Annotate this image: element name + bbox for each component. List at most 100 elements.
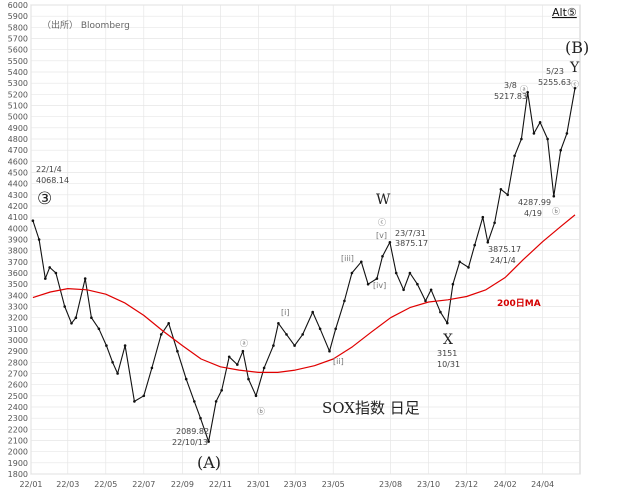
wave-a-label: (A) — [197, 453, 221, 472]
price-point — [481, 215, 485, 219]
price-point — [334, 327, 338, 331]
price-point — [123, 344, 127, 347]
circle-b2-label: ⓑ — [552, 207, 560, 216]
price-point — [366, 282, 370, 286]
y-tick-label: 1800 — [8, 470, 28, 479]
x-tick-label: 23/03 — [284, 480, 307, 489]
price-point — [375, 277, 379, 280]
price-point — [350, 271, 354, 275]
y-2405-date: 5/23 — [546, 67, 564, 76]
y-tick-label: 4300 — [8, 191, 28, 200]
price-point — [207, 440, 210, 443]
price-point — [343, 299, 346, 303]
price-point — [416, 282, 419, 286]
roman-v-label: [v] — [376, 231, 387, 240]
x-tick-label: 22/03 — [56, 480, 79, 489]
peak-2201-value: 4068.14 — [36, 176, 69, 185]
low-2210-date: 22/10/13 — [172, 438, 208, 447]
b-2404-date: 4/19 — [524, 209, 542, 218]
price-point — [83, 277, 87, 280]
circle-a2-label: ⓐ — [520, 85, 528, 94]
price-point — [328, 349, 331, 353]
b-2404-value: 4287.99 — [518, 198, 551, 207]
price-point — [44, 277, 47, 280]
price-point — [247, 377, 250, 381]
price-point — [439, 310, 442, 314]
wave-w-label: W — [376, 192, 391, 208]
y-tick-label: 4900 — [8, 124, 28, 133]
y-tick-label: 2700 — [8, 370, 28, 379]
axes: 6000 5900 5800 5700 5600 5500 5400 5300 5200 5100… — [8, 1, 555, 489]
y-tick-label: 5800 — [8, 23, 28, 32]
y-tick-label: 3800 — [8, 247, 28, 256]
x-tick-label: 22/01 — [19, 480, 42, 489]
price-point — [193, 400, 196, 403]
price-point — [262, 366, 266, 370]
price-point — [458, 260, 462, 264]
ma-line — [32, 214, 576, 373]
roman-i-label: [i] — [281, 308, 289, 317]
price-point — [220, 389, 223, 392]
price-point — [559, 148, 562, 152]
price-point — [573, 86, 577, 90]
chart-title: SOX指数 日足 — [322, 399, 420, 417]
price-point — [70, 322, 73, 325]
price-point — [133, 400, 136, 403]
price-point — [446, 321, 449, 325]
roman-ii-label: [ii] — [333, 357, 344, 366]
y-tick-label: 5000 — [8, 113, 28, 122]
price-point — [388, 241, 392, 244]
price-point — [546, 137, 549, 141]
ma-label: 200日MA — [497, 298, 541, 309]
peak-2201-date: 22/1/4 — [36, 165, 62, 174]
price-point — [565, 132, 569, 135]
price-point — [227, 355, 231, 359]
price-point — [301, 333, 305, 336]
y-tick-label: 2600 — [8, 381, 28, 390]
y-tick-label: 3700 — [8, 258, 28, 267]
price-line — [32, 88, 576, 443]
y-tick-label: 4200 — [8, 202, 28, 211]
y-tick-label: 3900 — [8, 236, 28, 245]
price-point — [37, 238, 41, 241]
circle-b-label: ⓑ — [257, 407, 265, 416]
price-point — [254, 394, 258, 398]
y-tick-label: 4600 — [8, 157, 28, 166]
y-tick-label: 2800 — [8, 358, 28, 367]
x-tick-label: 24/04 — [531, 480, 554, 489]
x-tick-label: 23/08 — [379, 480, 402, 489]
price-point — [184, 377, 188, 381]
y-tick-label: 3300 — [8, 303, 28, 312]
y-tick-label: 2100 — [8, 437, 28, 446]
y-tick-label: 5500 — [8, 57, 28, 66]
y-tick-label: 4500 — [8, 169, 28, 178]
price-point — [381, 254, 384, 258]
y-tick-label: 3500 — [8, 280, 28, 289]
price-point — [311, 310, 315, 314]
price-point — [236, 363, 239, 366]
price-point — [473, 243, 477, 247]
y-tick-label: 2300 — [8, 414, 28, 423]
price-point — [142, 394, 146, 398]
price-point — [394, 271, 398, 275]
price-point — [97, 327, 101, 331]
y-tick-label: 3400 — [8, 291, 28, 300]
price-point — [538, 121, 542, 124]
y-tick-label: 3600 — [8, 269, 28, 278]
wave-y-label: Y — [569, 60, 580, 76]
price-point — [74, 316, 78, 320]
x-date: 10/31 — [437, 360, 460, 369]
x-tick-label: 22/07 — [132, 480, 155, 489]
a-2403-value: 5217.83 — [494, 92, 527, 101]
price-point — [318, 327, 322, 331]
price-point — [552, 194, 556, 198]
y-tick-label: 5300 — [8, 79, 28, 88]
price-point — [31, 219, 35, 222]
price-point — [402, 288, 405, 292]
y-tick-label: 4400 — [8, 180, 28, 189]
w-value: 3875.17 — [395, 239, 428, 248]
y-tick-label: 5100 — [8, 102, 28, 111]
price-point — [499, 188, 503, 191]
a-2403-date: 3/8 — [504, 81, 517, 90]
